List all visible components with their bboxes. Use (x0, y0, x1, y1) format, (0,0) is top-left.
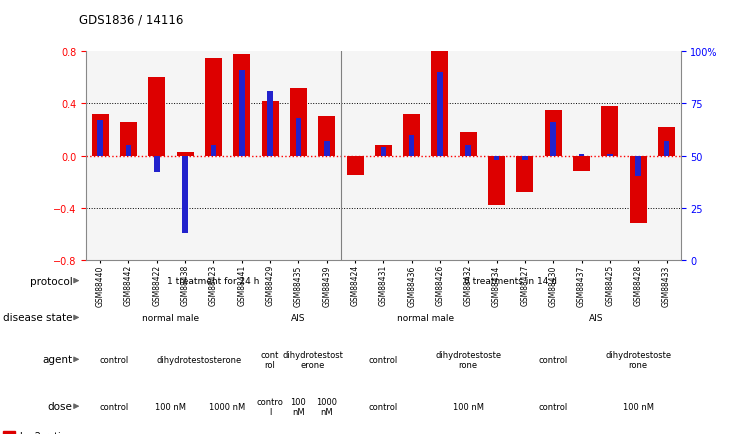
Bar (375, 146, 392, 156)
Text: control: control (539, 355, 568, 364)
Bar (573, 156, 590, 172)
Bar (658, 128, 675, 156)
Text: disease state: disease state (3, 313, 73, 323)
Bar (211, 146, 216, 156)
Text: 100 nM: 100 nM (453, 402, 484, 411)
Text: control: control (99, 402, 129, 411)
Bar (318, 117, 335, 156)
Bar (460, 133, 476, 156)
Bar (516, 156, 533, 193)
Text: control: control (369, 402, 398, 411)
Text: control: control (539, 402, 568, 411)
Bar (579, 154, 584, 156)
Bar (183, 156, 188, 233)
Text: 1000 nM: 1000 nM (209, 402, 246, 411)
Text: 6 treatments in 14 d: 6 treatments in 14 d (465, 276, 557, 286)
Bar (154, 156, 159, 173)
Text: 1000
nM: 1000 nM (316, 397, 337, 416)
Bar (409, 135, 414, 156)
Text: control: control (99, 355, 129, 364)
Text: 100
nM: 100 nM (290, 397, 306, 416)
Bar (465, 146, 471, 156)
Bar (126, 146, 132, 156)
Bar (381, 148, 386, 156)
Text: cont
rol: cont rol (261, 350, 279, 369)
Bar (545, 111, 562, 156)
Text: normal male: normal male (397, 313, 454, 322)
Text: normal male: normal male (142, 313, 200, 322)
Bar (324, 141, 330, 156)
Bar (601, 107, 619, 156)
Bar (239, 71, 245, 156)
Bar (488, 156, 505, 206)
Text: GDS1836 / 14116: GDS1836 / 14116 (79, 13, 183, 26)
Text: control: control (369, 355, 398, 364)
Bar (148, 78, 165, 156)
Bar (290, 89, 307, 156)
Text: dihydrotestost
erone: dihydrotestost erone (282, 350, 343, 369)
Bar (177, 152, 194, 156)
Bar (630, 156, 647, 224)
Bar (403, 115, 420, 156)
Bar (295, 119, 301, 156)
Text: 100 nM: 100 nM (622, 402, 654, 411)
Bar (262, 102, 278, 156)
Text: protocol: protocol (30, 276, 73, 286)
Bar (635, 156, 641, 177)
Text: log2 ratio: log2 ratio (20, 431, 67, 434)
Text: AIS: AIS (291, 313, 306, 322)
Bar (120, 122, 137, 156)
Bar (92, 115, 108, 156)
Text: dose: dose (48, 401, 73, 411)
Text: AIS: AIS (589, 313, 603, 322)
Text: 1 treatment for 24 h: 1 treatment for 24 h (168, 276, 260, 286)
Bar (663, 141, 669, 156)
Text: agent: agent (43, 355, 73, 365)
Bar (233, 55, 251, 156)
Bar (437, 73, 443, 156)
Bar (522, 156, 528, 161)
Bar (432, 52, 449, 156)
Bar (551, 123, 556, 156)
Bar (346, 156, 364, 176)
Bar (4, 431, 15, 434)
Text: 100 nM: 100 nM (156, 402, 186, 411)
Bar (494, 156, 500, 161)
Bar (267, 92, 273, 156)
Bar (205, 59, 222, 156)
Text: dihydrotestosterone: dihydrotestosterone (156, 355, 242, 364)
Text: contro
l: contro l (257, 397, 283, 416)
Bar (97, 121, 103, 156)
Bar (607, 154, 613, 156)
Text: dihydrotestoste
rone: dihydrotestoste rone (435, 350, 501, 369)
Text: dihydrotestoste
rone: dihydrotestoste rone (605, 350, 671, 369)
